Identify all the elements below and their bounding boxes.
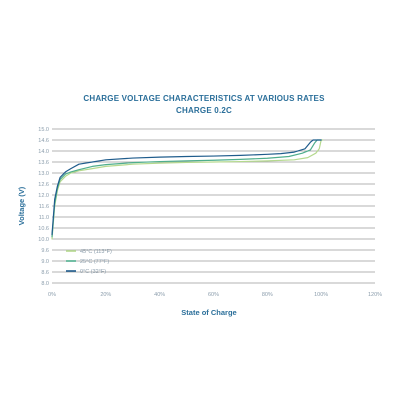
chart-subtitle: CHARGE 0.2C: [176, 106, 232, 115]
y-tick-label: 8.0: [41, 281, 49, 287]
y-tick-label: 10.6: [38, 226, 49, 232]
y-tick-label: 12.0: [38, 193, 49, 199]
x-tick-label: 120%: [368, 292, 382, 298]
y-tick-label: 11.6: [39, 204, 49, 210]
x-tick-label: 40%: [154, 292, 165, 298]
legend-label: 25°C (77°F): [80, 259, 109, 265]
legend-label: 45°C (113°F): [80, 249, 112, 255]
y-tick-label: 14.6: [38, 138, 49, 144]
chart-title: CHARGE VOLTAGE CHARACTERISTICS AT VARIOU…: [83, 94, 325, 103]
x-tick-label: 60%: [208, 292, 219, 298]
y-axis-ticks: 15.0 14.6 14.0 13.6 13.0 12.6 12.0 11.6 11.0 10.6…: [38, 127, 49, 287]
y-axis-label: Voltage (V): [17, 186, 26, 225]
x-tick-label: 20%: [100, 292, 111, 298]
series-line: [51, 139, 324, 240]
series-lines: [51, 139, 324, 240]
x-axis-ticks: 0% 20% 40% 60% 80% 100% 120%: [48, 292, 382, 298]
grid-lines: [52, 128, 375, 284]
legend: 45°C (113°F) 25°C (77°F) 0°C (32°F): [66, 249, 112, 275]
series-line: [51, 139, 322, 236]
y-tick-label: 15.0: [38, 127, 49, 133]
x-tick-label: 100%: [314, 292, 328, 298]
y-tick-label: 11.0: [39, 215, 49, 221]
y-tick-label: 14.0: [38, 149, 49, 155]
y-tick-label: 12.6: [38, 182, 49, 188]
y-tick-label: 13.6: [38, 160, 49, 166]
y-tick-label: 10.0: [38, 237, 49, 243]
y-tick-label: 8.6: [41, 270, 49, 276]
x-tick-label: 0%: [48, 292, 56, 298]
y-tick-label: 9.6: [41, 248, 49, 254]
series-line: [51, 139, 322, 238]
legend-label: 0°C (32°F): [80, 269, 106, 275]
x-tick-label: 80%: [262, 292, 273, 298]
y-tick-label: 13.0: [38, 171, 49, 177]
x-axis-label: State of Charge: [181, 308, 236, 317]
y-tick-label: 9.0: [41, 259, 49, 265]
